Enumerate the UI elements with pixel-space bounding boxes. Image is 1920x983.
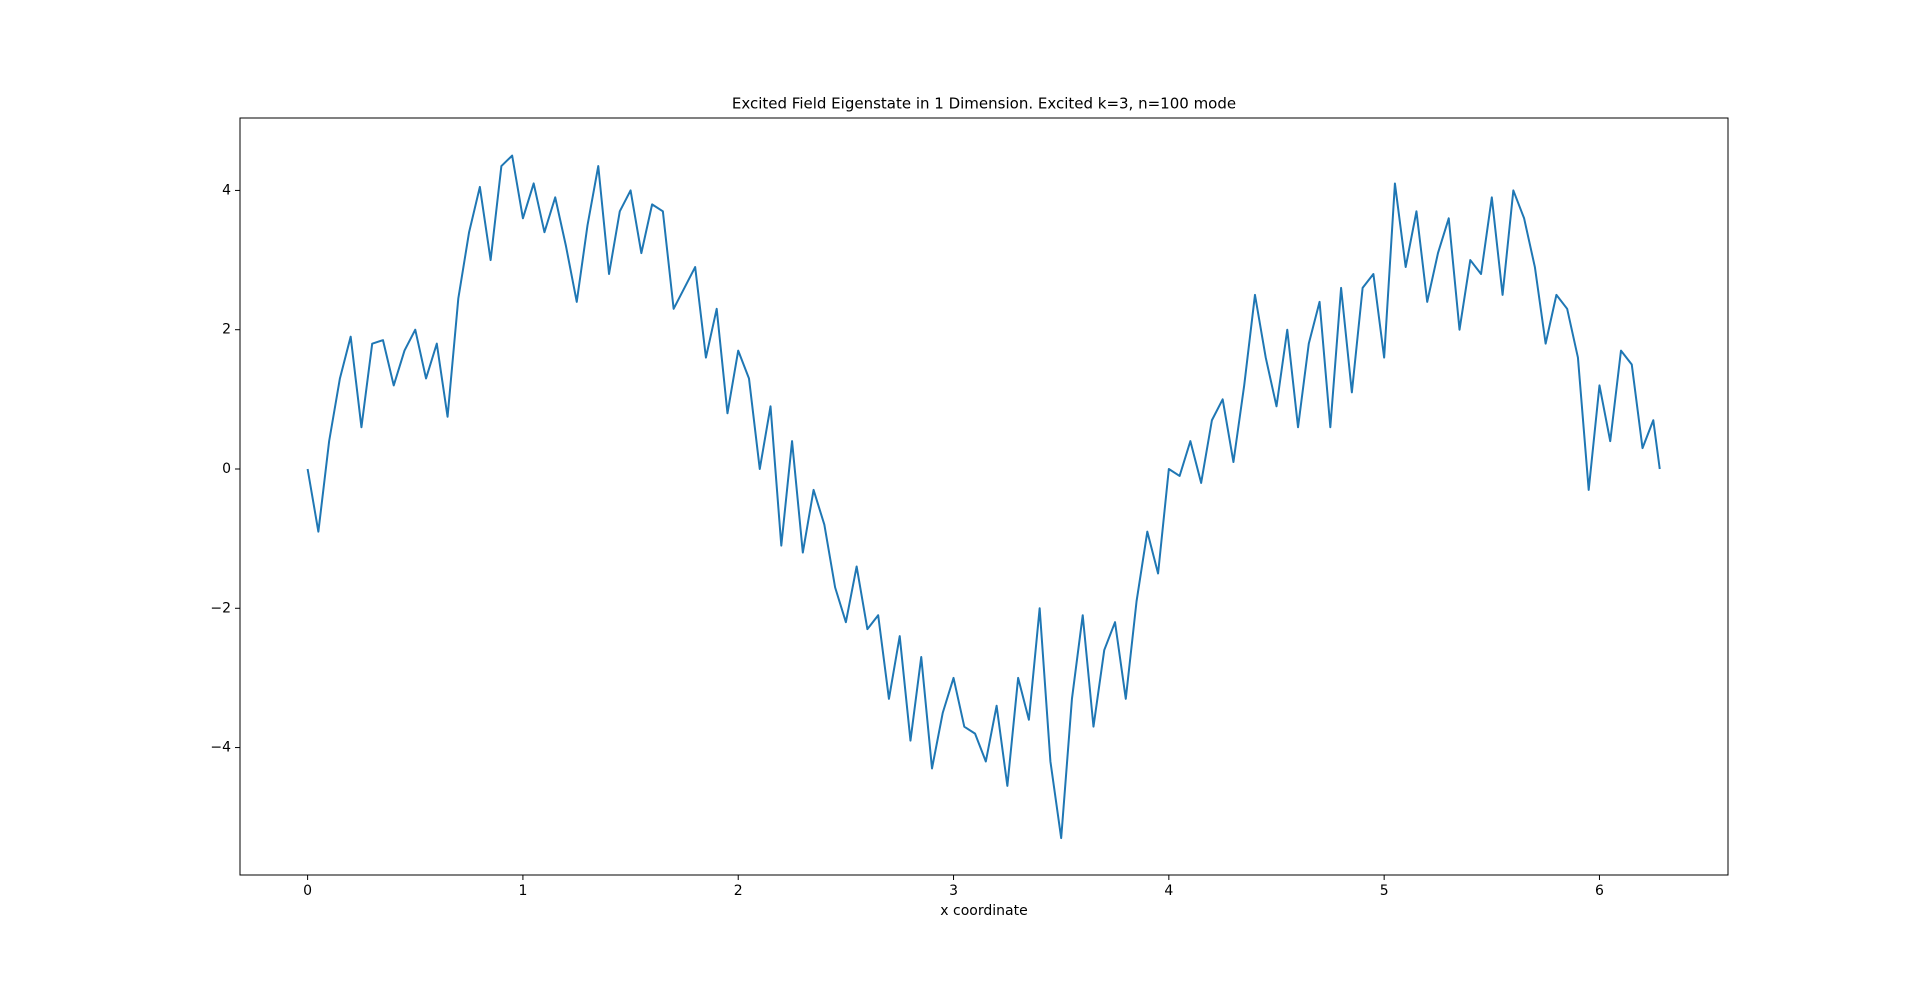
- y-tick-label: −2: [210, 600, 231, 616]
- x-tick-label: 3: [949, 883, 958, 899]
- y-tick-label: −4: [210, 740, 231, 756]
- data-line: [306, 154, 1661, 840]
- x-tick-label: 5: [1380, 883, 1389, 899]
- y-tick-label: 0: [222, 461, 231, 477]
- plot-frame: [239, 117, 1729, 876]
- y-tick-label: 2: [222, 322, 231, 338]
- y-tick-label: 4: [222, 182, 231, 198]
- x-axis-label: x coordinate: [940, 903, 1027, 919]
- x-tick-label: 2: [734, 883, 743, 899]
- chart-title: Excited Field Eigenstate in 1 Dimension.…: [732, 95, 1236, 113]
- x-tick-label: 0: [303, 883, 312, 899]
- x-tick-label: 1: [518, 883, 527, 899]
- x-tick-label: 4: [1164, 883, 1173, 899]
- x-tick-label: 6: [1595, 883, 1604, 899]
